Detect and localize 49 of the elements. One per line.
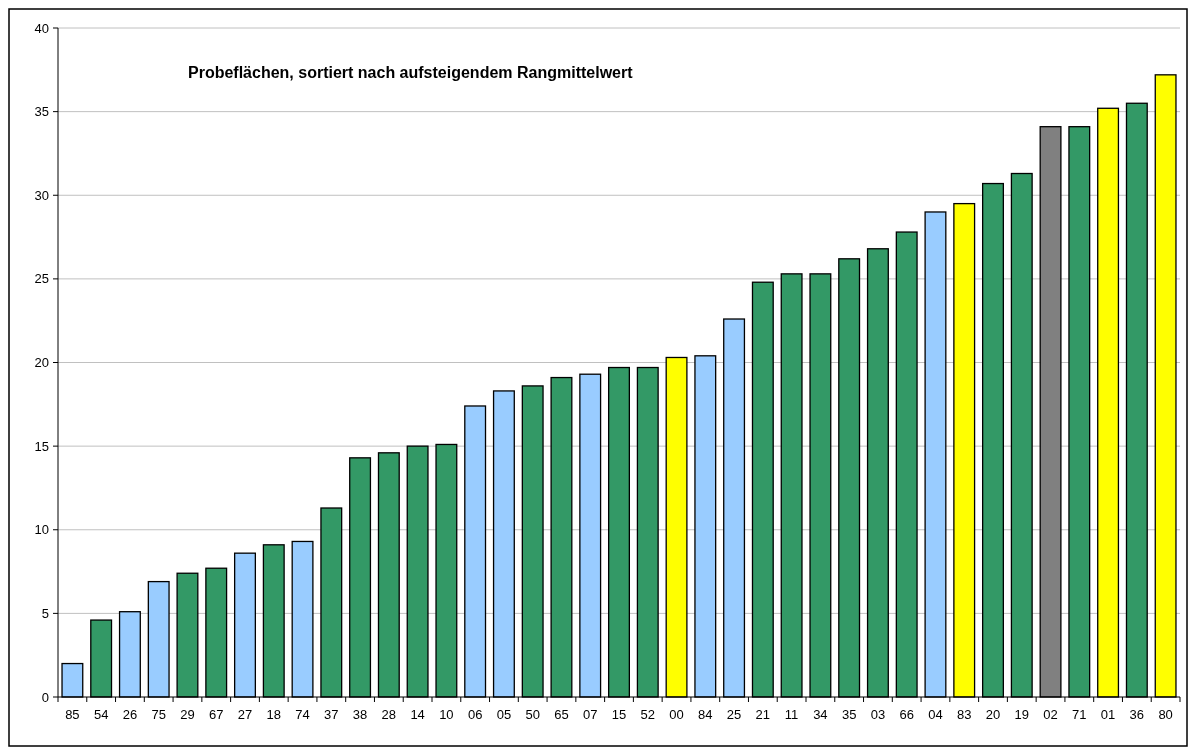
y-tick-label: 25 xyxy=(34,271,49,287)
x-tick-label: 00 xyxy=(669,707,684,722)
x-tick-label: 06 xyxy=(467,707,483,722)
x-tick-label: 84 xyxy=(698,707,713,722)
x-tick-label: 35 xyxy=(841,707,857,722)
x-tick-label: 26 xyxy=(122,707,138,722)
y-tick-label: 0 xyxy=(41,689,49,705)
y-tick-label: 5 xyxy=(41,605,49,621)
x-tick-label: 10 xyxy=(439,707,454,722)
y-tick-label: 20 xyxy=(34,355,49,371)
x-tick-label: 83 xyxy=(957,707,972,722)
x-tick-label: 19 xyxy=(1014,707,1029,722)
x-tick-label: 03 xyxy=(870,707,886,722)
x-tick-label: 04 xyxy=(928,707,943,722)
x-tick-label: 67 xyxy=(209,707,224,722)
y-tick-label: 40 xyxy=(34,20,49,36)
x-tick-label: 36 xyxy=(1129,707,1145,722)
x-tick-label: 05 xyxy=(496,707,512,722)
x-tick-label: 25 xyxy=(726,707,742,722)
x-tick-label: 34 xyxy=(813,707,828,722)
x-tick-label: 29 xyxy=(180,707,195,722)
x-tick-label: 54 xyxy=(93,707,109,722)
x-tick-label: 50 xyxy=(525,707,540,722)
x-tick-label: 27 xyxy=(237,707,253,722)
x-tick-label: 02 xyxy=(1043,707,1058,722)
x-tick-label: 20 xyxy=(985,707,1001,722)
x-tick-label: 11 xyxy=(784,707,799,722)
x-tick-label: 74 xyxy=(295,707,310,722)
x-tick-label: 18 xyxy=(266,707,281,722)
x-tick-label: 66 xyxy=(899,707,914,722)
x-tick-label: 75 xyxy=(151,707,166,722)
y-tick-label: 35 xyxy=(34,104,49,120)
text: Probeflächen, sortiert nach aufsteigendem Rangmittelwert xyxy=(188,64,634,82)
x-tick-label: 80 xyxy=(1158,707,1173,722)
y-tick-label: 30 xyxy=(34,187,49,203)
x-tick-label: 21 xyxy=(755,707,771,722)
x-tick-label: 14 xyxy=(410,707,425,722)
x-tick-label: 15 xyxy=(611,707,627,722)
x-tick-label: 65 xyxy=(554,707,569,722)
x-tick-label: 38 xyxy=(352,707,368,722)
y-tick-label: 15 xyxy=(34,438,49,454)
x-tick-label: 28 xyxy=(381,707,397,722)
x-tick-label: 52 xyxy=(640,707,655,722)
x-tick-label: 71 xyxy=(1072,707,1087,722)
x-tick-label: 01 xyxy=(1100,707,1116,722)
x-tick-label: 07 xyxy=(583,707,598,722)
x-tick-label: 85 xyxy=(65,707,80,722)
x-tick-label: 37 xyxy=(324,707,339,722)
y-tick-label: 10 xyxy=(34,522,49,538)
